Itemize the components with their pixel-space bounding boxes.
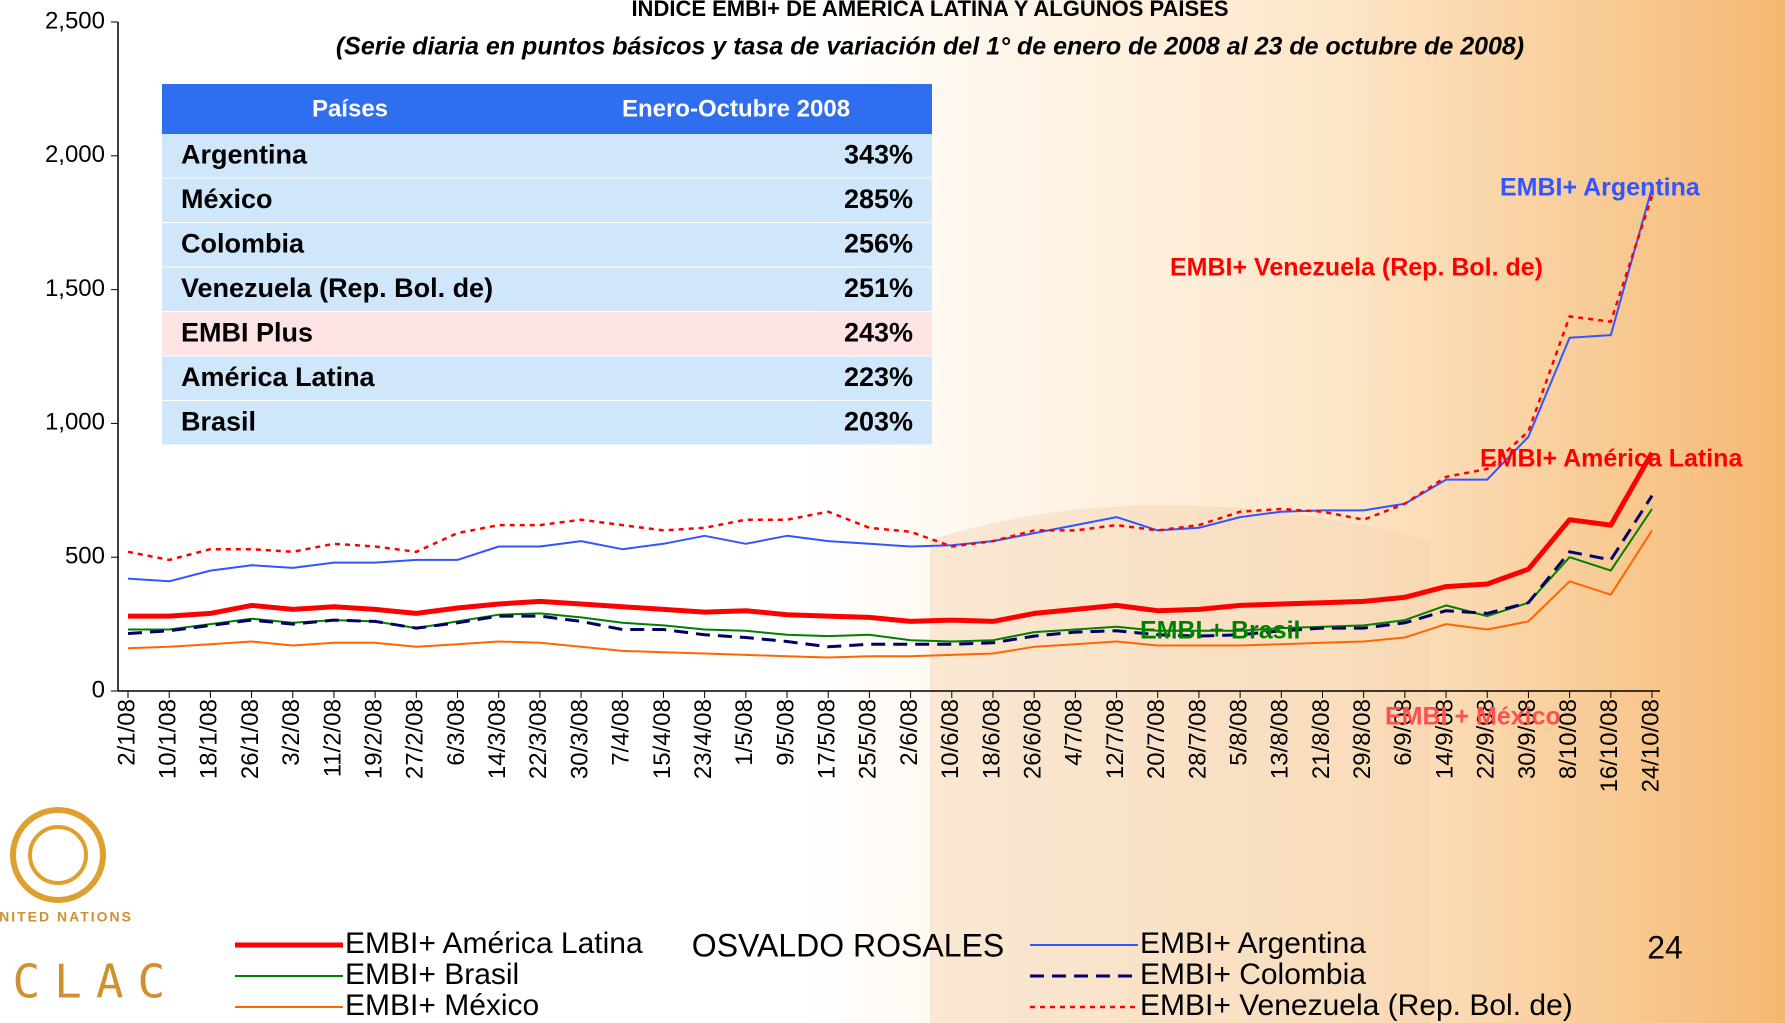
annotation: EMBI+ América Latina	[1480, 445, 1743, 473]
table: Países Enero-Octubre 2008 Argentina 343% Méx…	[162, 84, 932, 445]
x-tick-label: 6/3/08	[443, 699, 470, 766]
table-header: Enero-Octubre 2008	[622, 95, 850, 122]
series-line	[127, 529, 1653, 659]
x-tick-label: 10/6/08	[937, 699, 964, 779]
y-tick-label: 2,000	[45, 141, 105, 168]
x-tick-label: 14/9/08	[1431, 699, 1458, 779]
series-line	[127, 187, 1653, 583]
y-tick-label: 1,500	[45, 275, 105, 302]
x-tick-label: 2/1/08	[113, 699, 140, 766]
x-tick-label: 21/8/08	[1308, 699, 1335, 779]
annotation: EMBI+ Venezuela (Rep. Bol. de)	[1170, 254, 1543, 282]
table-row-bg	[162, 312, 932, 356]
x-tick-label: 25/5/08	[855, 699, 882, 779]
chart-subtitle: (Serie diaria en puntos básicos y tasa d…	[336, 33, 1524, 61]
x-tick-label: 18/6/08	[978, 699, 1005, 779]
table-row-bg	[162, 401, 932, 445]
x-tick-label: 1/5/08	[731, 699, 758, 766]
x-tick-label: 26/1/08	[237, 699, 264, 779]
table-row-bg	[162, 178, 932, 222]
table-cell: 243%	[844, 317, 913, 347]
x-tick-label: 30/9/08	[1514, 699, 1541, 779]
x-tick-label: 18/1/08	[196, 699, 223, 779]
page-number: 24	[1647, 929, 1683, 965]
author: OSVALDO ROSALES	[692, 927, 1004, 963]
logo-text: ECLAC	[0, 955, 179, 1009]
x-tick-label: 5/8/08	[1225, 699, 1252, 766]
x-tick-label: 8/10/08	[1555, 699, 1582, 779]
table-header: Países	[312, 95, 388, 122]
table-cell: Venezuela (Rep. Bol. de)	[181, 273, 493, 303]
table-cell: 256%	[844, 228, 913, 258]
x-tick-label: 27/2/08	[402, 699, 429, 779]
legend-label: EMBI+ Venezuela (Rep. Bol. de)	[1140, 989, 1573, 1022]
table-cell: América Latina	[181, 362, 376, 392]
logo-text: UNITED NATIONS	[0, 909, 133, 925]
x-tick-label: 2/6/08	[896, 699, 923, 766]
x-tick-label: 12/7/08	[1102, 699, 1129, 779]
y-tick-label: 1,000	[45, 409, 105, 436]
x-tick-label: 19/2/08	[360, 699, 387, 779]
legend-label: EMBI+ América Latina	[345, 927, 643, 960]
x-tick-label: 20/7/08	[1143, 699, 1170, 779]
legend-label: EMBI+ Colombia	[1140, 958, 1366, 991]
x-tick-label: 3/2/08	[278, 699, 305, 766]
x-tick-label: 9/5/08	[772, 699, 799, 766]
legend-label: EMBI+ México	[345, 989, 539, 1022]
x-tick-label: 10/1/08	[155, 699, 182, 779]
un-emblem	[28, 825, 88, 885]
table-cell: Brasil	[181, 406, 256, 436]
series-line	[127, 494, 1654, 649]
x-tick-label: 6/9/08	[1390, 699, 1417, 766]
table-cell: 251%	[844, 273, 913, 303]
table-cell: 203%	[844, 406, 913, 436]
x-tick-label: 11/2/08	[319, 699, 346, 777]
plot: 0 500 1,000 1,500 2,000 2,500 2/1/08 10/1/08 18/…	[45, 7, 1744, 792]
x-tick-label: 29/8/08	[1349, 699, 1376, 779]
x-tick-label: 22/9/08	[1473, 699, 1500, 779]
table-cell: 285%	[844, 184, 913, 214]
table-row-bg	[162, 356, 932, 400]
x-tick-label: 23/4/08	[690, 699, 717, 779]
x-tick-label: 22/3/08	[525, 699, 552, 779]
chart-title: INDICE EMBI+ DE AMÉRICA LATINA Y ALGUNOS…	[631, 0, 1228, 21]
annotation: EMBI+ Argentina	[1500, 174, 1701, 202]
series-line	[128, 451, 1655, 624]
table-cell: 223%	[844, 362, 913, 392]
annotation: EMBI + México	[1385, 703, 1561, 731]
y-tick-label: 2,500	[45, 7, 105, 34]
annotation: EMBI + Brasil	[1140, 617, 1300, 645]
x-tick-label: 4/7/08	[1061, 699, 1088, 766]
un-emblem	[10, 807, 106, 903]
table-cell: México	[181, 184, 273, 214]
table-row-bg	[162, 134, 932, 178]
x-tick-label: 7/4/08	[608, 699, 635, 766]
x-tick-label: 17/5/08	[814, 699, 841, 779]
logo: UNITED NATIONS ECLAC	[0, 807, 179, 1009]
table-row-bg	[162, 267, 932, 311]
table-cell: Colombia	[181, 228, 305, 258]
x-tick-label: 30/3/08	[566, 699, 593, 779]
x-tick-label: 26/6/08	[1020, 699, 1047, 779]
x-tick-label: 15/4/08	[649, 699, 676, 779]
table-cell: 343%	[844, 139, 913, 169]
x-tick-label: 14/3/08	[484, 699, 511, 779]
x-tick-label: 28/7/08	[1184, 699, 1211, 779]
table-cell: Argentina	[181, 139, 308, 169]
table-header-bg	[162, 84, 932, 134]
legend-label: EMBI+ Brasil	[345, 958, 519, 991]
y-tick-label: 500	[65, 543, 105, 570]
legend-label: EMBI+ Argentina	[1140, 927, 1366, 960]
table-cell: EMBI Plus	[181, 317, 313, 347]
table-row-bg	[162, 223, 932, 267]
x-tick-label: 24/10/08	[1637, 699, 1664, 792]
y-tick-label: 0	[92, 676, 105, 703]
x-tick-label: 13/8/08	[1267, 699, 1294, 779]
x-tick-label: 16/10/08	[1596, 699, 1623, 792]
